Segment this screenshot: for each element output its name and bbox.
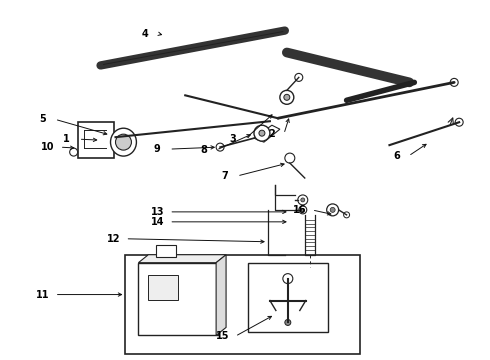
Circle shape xyxy=(455,118,463,126)
Text: 16: 16 xyxy=(293,205,307,215)
Circle shape xyxy=(327,204,339,216)
Bar xyxy=(77,122,114,158)
Text: 6: 6 xyxy=(393,151,400,161)
Bar xyxy=(156,245,176,257)
Circle shape xyxy=(450,78,458,86)
Circle shape xyxy=(113,134,119,140)
Circle shape xyxy=(285,319,291,325)
Text: 10: 10 xyxy=(41,142,54,152)
Circle shape xyxy=(284,94,290,100)
Polygon shape xyxy=(254,125,280,142)
Circle shape xyxy=(301,208,304,211)
Text: 4: 4 xyxy=(142,28,149,39)
Circle shape xyxy=(330,207,335,212)
Polygon shape xyxy=(138,255,226,263)
Bar xyxy=(125,255,360,354)
Text: 1: 1 xyxy=(63,134,70,144)
Circle shape xyxy=(283,274,293,284)
Circle shape xyxy=(299,206,307,214)
Ellipse shape xyxy=(111,128,136,156)
Bar xyxy=(138,263,218,336)
Circle shape xyxy=(298,195,308,205)
Text: 9: 9 xyxy=(154,144,161,154)
Text: 14: 14 xyxy=(150,217,164,227)
Text: 3: 3 xyxy=(230,134,236,144)
Text: 8: 8 xyxy=(201,145,208,155)
Text: 13: 13 xyxy=(150,207,164,217)
Circle shape xyxy=(285,153,295,163)
Circle shape xyxy=(216,143,224,151)
Text: 11: 11 xyxy=(36,289,49,300)
Text: 7: 7 xyxy=(221,171,228,181)
Bar xyxy=(148,275,178,300)
Circle shape xyxy=(259,130,265,136)
Text: 2: 2 xyxy=(269,129,275,139)
Circle shape xyxy=(70,148,77,156)
Circle shape xyxy=(295,73,303,81)
Circle shape xyxy=(254,125,270,141)
Text: 5: 5 xyxy=(39,114,46,124)
Circle shape xyxy=(116,134,131,150)
Text: 12: 12 xyxy=(107,234,120,244)
Circle shape xyxy=(301,198,305,202)
Polygon shape xyxy=(216,255,226,336)
Bar xyxy=(248,263,328,332)
Circle shape xyxy=(343,212,349,218)
Circle shape xyxy=(280,90,294,104)
Text: 15: 15 xyxy=(216,332,230,341)
